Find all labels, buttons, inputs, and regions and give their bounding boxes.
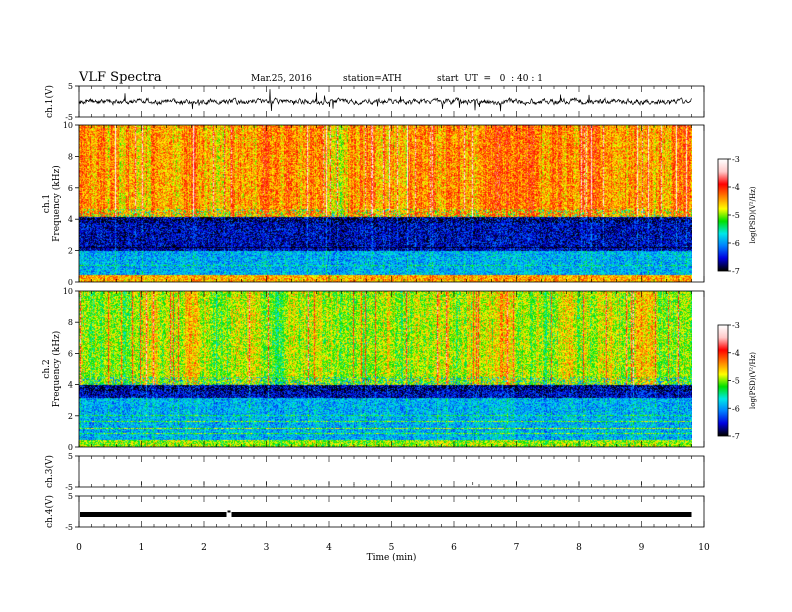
x-tick-label: 9 [639,543,645,553]
x-tick-label: 3 [264,543,270,553]
x-tick-label: 10 [698,543,710,553]
x-axis-label: Time (min) [367,552,417,563]
ch4-waveform-gap-mark [227,510,231,513]
ch2-spectrogram-ytick-label: 10 [63,287,73,296]
start-time-label: start UT = 0 : 40 : 1 [437,74,543,84]
x-tick-label: 2 [201,543,207,553]
ch1-spectrogram-colorbar-tick-label: -4 [732,183,740,192]
ch2-spectrogram-ytick-label: 6 [68,349,73,358]
ch1-waveform-ytick-label: -5 [65,113,73,122]
ch4-waveform-line [80,512,227,517]
ch1-spectrogram-ytick-label: 6 [68,184,73,193]
ch1-spectrogram-ytick-label: 2 [68,247,73,256]
ch1-spectrogram-colorbar [718,159,728,271]
ch1-spectrogram-ytick-label: 8 [68,152,73,161]
ch4-waveform-ytick-label: -5 [65,523,73,532]
x-tick-label: 6 [451,543,457,553]
ch2-spectrogram-ytick-label: 0 [68,443,73,452]
ch2-spectrogram-colorbar-tick-label: -7 [732,432,740,441]
x-tick-label: 7 [514,543,520,553]
ch2-spectrogram-ylabel: Frequency (kHz) [51,331,62,408]
ch2-spectrogram-colorbar [718,325,728,436]
ch2-spectrogram [79,291,692,447]
ch1-spectrogram-colorbar-tick-label: -5 [732,211,740,220]
ch1-spectrogram-ytick-label: 10 [63,121,73,130]
x-tick-label: 1 [139,543,145,553]
ch2-spectrogram-colorbar-tick-label: -6 [732,404,740,413]
ch1-waveform-line [78,89,692,112]
ch4-waveform-ytick-label: 5 [68,492,73,501]
ch1-spectrogram-ytick-label: 0 [68,278,73,287]
ch2-spectrogram-channel-label: ch.2 [42,359,52,378]
ch1-spectrogram-colorbar-tick-label: -6 [732,239,740,248]
ch1-spectrogram-channel-label: ch.1 [42,194,52,213]
ch2-spectrogram-colorbar-tick-label: -4 [732,349,740,358]
ch1-waveform-ylabel: ch.1(V) [44,85,55,118]
ch2-spectrogram-ytick-label: 8 [68,318,73,327]
x-tick-label: 0 [76,543,82,553]
ch3-waveform-ylabel: ch.3(V) [44,455,55,488]
figure-title: VLF Spectra [79,70,162,85]
ch4-waveform-ylabel: ch.4(V) [44,495,55,528]
ch3-waveform-ytick-label: 5 [68,452,73,461]
ch4-waveform-line [231,512,692,517]
ch1-spectrogram-ylabel: Frequency (kHz) [51,165,62,242]
ch2-spectrogram-colorbar-tick-label: -3 [732,321,740,330]
ch1-spectrogram-colorbar-tick-label: -3 [732,155,740,164]
ch2-spectrogram-colorbar-tick-label: -5 [732,377,740,386]
ch2-spectrogram-colorbar-label: log(PSD)(V²/Hz) [749,352,757,409]
station-label: station=ATH [343,74,402,84]
date-label: Mar.25, 2016 [251,74,312,84]
x-tick-label: 4 [326,543,332,553]
ch1-spectrogram [79,125,692,282]
ch1-spectrogram-ytick-label: 4 [68,215,73,224]
ch3-waveform-ytick-label: -5 [65,483,73,492]
ch1-spectrogram-colorbar-label: log(PSD)(V²/Hz) [749,186,757,243]
ch2-spectrogram-ytick-label: 4 [68,381,73,390]
ch1-spectrogram-colorbar-tick-label: -7 [732,267,740,276]
ch2-spectrogram-ytick-label: 2 [68,412,73,421]
ch1-waveform-ytick-label: 5 [68,82,73,91]
x-tick-label: 8 [576,543,582,553]
x-tick-label: 5 [389,543,395,553]
